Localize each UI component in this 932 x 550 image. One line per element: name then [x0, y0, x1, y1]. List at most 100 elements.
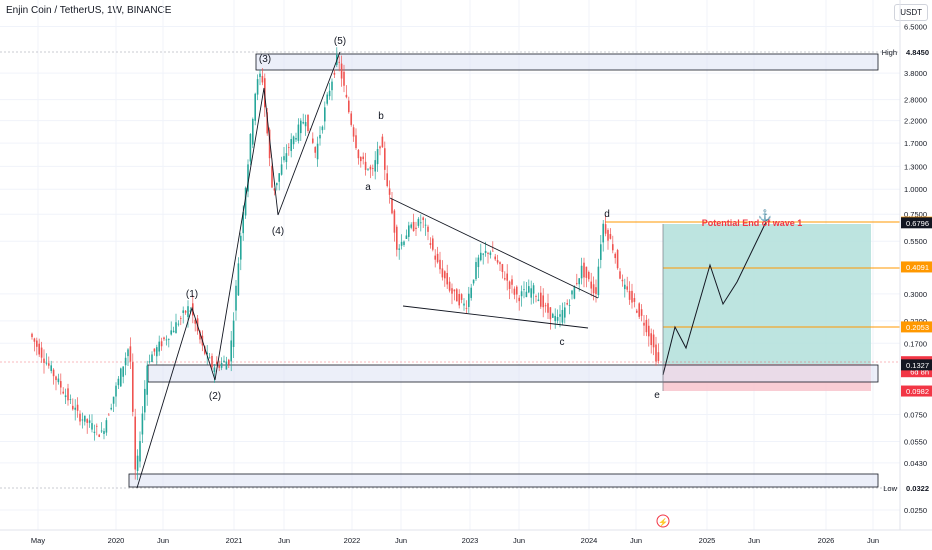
candle — [105, 417, 108, 436]
candle — [235, 280, 237, 321]
triangle-upper-line — [389, 197, 599, 299]
candle — [124, 352, 127, 376]
candle — [74, 399, 76, 421]
lightning-icon[interactable]: ⚡ — [656, 514, 670, 528]
candle — [547, 293, 549, 320]
candle — [436, 246, 439, 264]
candle — [393, 209, 396, 242]
candle — [628, 281, 631, 305]
candle — [156, 344, 158, 365]
candle — [98, 433, 100, 438]
candle — [532, 282, 535, 304]
candle — [448, 277, 451, 293]
candle — [328, 82, 331, 100]
support-box — [147, 364, 879, 383]
candle — [434, 249, 436, 268]
candle — [120, 367, 122, 388]
candle — [112, 396, 115, 412]
stop-loss-label-value: 0.0982 — [906, 387, 929, 396]
wave-label: b — [378, 111, 384, 122]
candle — [475, 257, 477, 281]
currency-button[interactable]: USDT — [894, 4, 928, 21]
candle — [506, 264, 508, 291]
candle — [573, 285, 576, 300]
y-tick-label: 0.3000 — [904, 290, 927, 299]
bottom-support-box — [128, 473, 879, 488]
candle — [566, 299, 568, 306]
candle — [643, 314, 645, 336]
candle — [350, 110, 352, 127]
candle — [218, 360, 220, 372]
candle — [391, 191, 393, 215]
candle — [81, 412, 84, 429]
candle — [252, 117, 254, 149]
candle — [283, 146, 285, 163]
y-tick-label: 6.5000 — [904, 22, 927, 31]
candle — [134, 408, 136, 480]
candle — [360, 156, 362, 168]
candle — [127, 348, 129, 367]
price-axis[interactable]: 6.5000 3.8000 2.8000 2.2000 1.7000 1.3000 1.00… — [904, 22, 927, 515]
candle — [84, 415, 86, 426]
candle — [69, 394, 72, 405]
candle — [79, 410, 81, 426]
stop-loss-label: 0.0982 — [901, 385, 932, 397]
candle — [583, 257, 585, 288]
candle — [295, 132, 297, 143]
time-axis[interactable]: May 2020 Jun 2021 Jun 2022 Jun 2023 Jun 2024 Jun 20… — [31, 536, 879, 545]
candle — [561, 302, 564, 325]
x-tick-label: Jun — [157, 536, 169, 545]
y-tick-label: 3.8000 — [904, 69, 927, 78]
candle — [139, 431, 141, 468]
x-tick-label: Jun — [748, 536, 760, 545]
candle — [228, 358, 230, 369]
candle — [384, 141, 386, 181]
candle — [117, 376, 120, 390]
candle — [552, 312, 554, 318]
candle — [103, 428, 105, 440]
candle — [172, 326, 175, 333]
y-tick-label: 0.7500 — [904, 210, 927, 219]
candle — [348, 96, 350, 114]
candle — [422, 216, 424, 229]
candle — [588, 270, 590, 282]
candle — [614, 252, 616, 264]
level-02053-label-value: 0.2053 — [906, 323, 929, 332]
candle — [525, 282, 528, 298]
candle — [240, 232, 242, 271]
candle — [372, 164, 374, 176]
candle — [638, 302, 640, 320]
candle — [602, 220, 604, 252]
candle — [96, 423, 98, 436]
level-06796-label-value: 0.6796 — [906, 219, 929, 228]
candle — [285, 144, 288, 170]
candle — [456, 287, 458, 302]
candle — [424, 218, 427, 236]
candle — [52, 368, 55, 385]
candle — [564, 302, 566, 324]
candle — [595, 279, 597, 303]
candle — [86, 418, 88, 434]
countdown-label-value: 6d 8h — [910, 368, 929, 377]
candle — [542, 288, 544, 318]
y-tick-label: 2.8000 — [904, 96, 927, 105]
candle — [343, 64, 345, 93]
candle — [336, 47, 338, 68]
candle — [141, 406, 144, 444]
candle — [223, 355, 225, 364]
candle — [340, 55, 343, 87]
candle — [180, 315, 182, 326]
candle — [91, 414, 93, 433]
candle — [184, 309, 187, 315]
candle — [38, 338, 40, 357]
candle — [446, 264, 448, 289]
candle — [489, 250, 492, 259]
candle — [616, 248, 619, 270]
candle — [280, 156, 283, 176]
candle — [273, 188, 276, 196]
triangle-lower-line — [402, 305, 589, 329]
candle — [633, 293, 636, 308]
candle — [367, 168, 369, 172]
candle — [292, 135, 295, 150]
